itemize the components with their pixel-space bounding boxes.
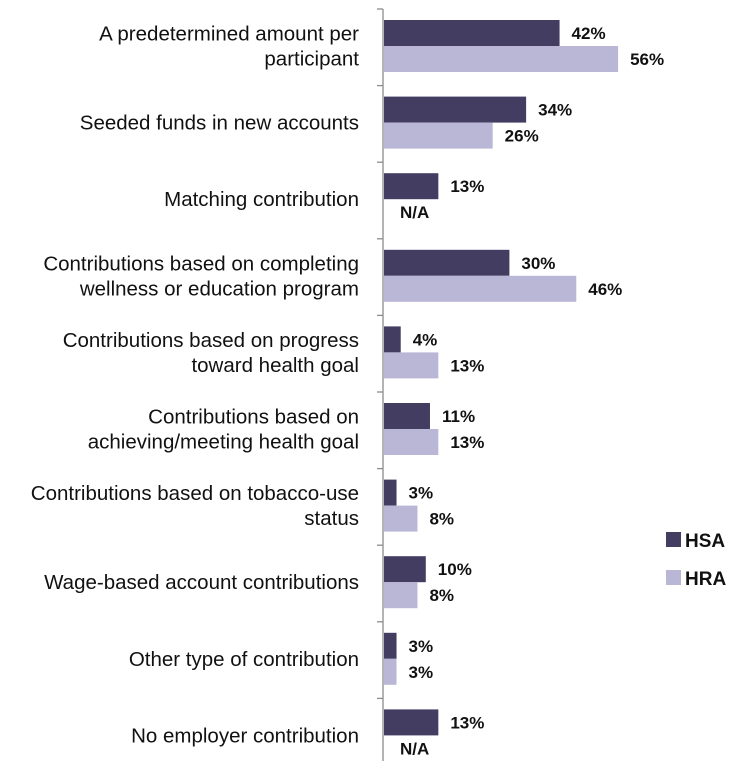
hsa-value-label: 42% [572, 24, 606, 43]
hsa-value-label: 10% [438, 560, 472, 579]
hra-bar [384, 122, 493, 149]
hsa-bar [384, 403, 430, 429]
category-label: A predetermined amount per [99, 23, 359, 46]
hra-value-label: 56% [630, 50, 664, 69]
hra-value-label: 8% [429, 510, 454, 529]
hra-value-label: 13% [450, 433, 484, 452]
hra-value-label: 46% [588, 280, 622, 299]
hra-legend-label: HRA [685, 569, 726, 590]
hra-bar [384, 505, 418, 532]
category-label: Wage-based account contributions [44, 571, 359, 594]
category-label: Contributions based on tobacco-use [31, 482, 359, 505]
hsa-value-label: 3% [409, 637, 434, 656]
category-label: wellness or education program [79, 277, 359, 300]
hra-bar [384, 275, 577, 302]
hra-bar [384, 46, 619, 72]
hsa-bar [384, 556, 426, 583]
hsa-bar [384, 173, 439, 200]
legend: HSA HRA [666, 531, 726, 590]
hra-legend-swatch [666, 570, 681, 585]
hsa-value-label: 13% [450, 713, 484, 732]
category-label: Contributions based on progress [63, 329, 359, 352]
hra-value-label: 13% [450, 356, 484, 375]
bars [384, 20, 619, 736]
hsa-value-label: 3% [409, 484, 434, 503]
hra-value-label: N/A [400, 739, 429, 758]
category-axis [377, 8, 384, 761]
hsa-bar [384, 249, 510, 276]
category-label: No employer contribution [131, 724, 359, 747]
hra-value-label: 8% [429, 586, 454, 605]
hsa-legend-label: HSA [685, 531, 725, 552]
category-label: toward health goal [191, 354, 359, 377]
hsa-bar [384, 326, 401, 353]
hra-bar [384, 352, 439, 379]
category-label: status [304, 507, 359, 530]
category-label: Matching contribution [164, 188, 359, 211]
hsa-value-label: 4% [413, 330, 438, 349]
hsa-bar [384, 632, 397, 659]
hra-value-label: 26% [505, 127, 539, 146]
category-label: participant [264, 48, 359, 71]
hsa-legend-swatch [666, 532, 681, 547]
hra-value-label: N/A [400, 203, 429, 222]
hra-value-label: 3% [409, 663, 434, 682]
hsa-value-label: 11% [442, 407, 475, 426]
value-labels: 42% 34% 13% 30% 4% 11% 3% 10% 3% 13% 56% 26% N/A 46% 1… [400, 24, 664, 758]
category-label: Contributions based on [148, 406, 359, 429]
hsa-value-label: 30% [521, 254, 555, 273]
category-label: Other type of contribution [129, 648, 359, 671]
hsa-value-label: 34% [538, 101, 572, 120]
category-label: achieving/meeting health goal [88, 431, 359, 454]
hsa-value-label: 13% [450, 177, 484, 196]
category-label: Contributions based on completing [43, 252, 359, 275]
hsa-bar [384, 20, 560, 46]
hra-bar [384, 658, 397, 685]
hra-bar [384, 429, 439, 455]
hsa-bar [384, 96, 527, 123]
hsa-bar [384, 709, 439, 736]
hsa-bar [384, 479, 397, 506]
category-label: Seeded funds in new accounts [80, 112, 359, 135]
hra-bar [384, 582, 418, 609]
